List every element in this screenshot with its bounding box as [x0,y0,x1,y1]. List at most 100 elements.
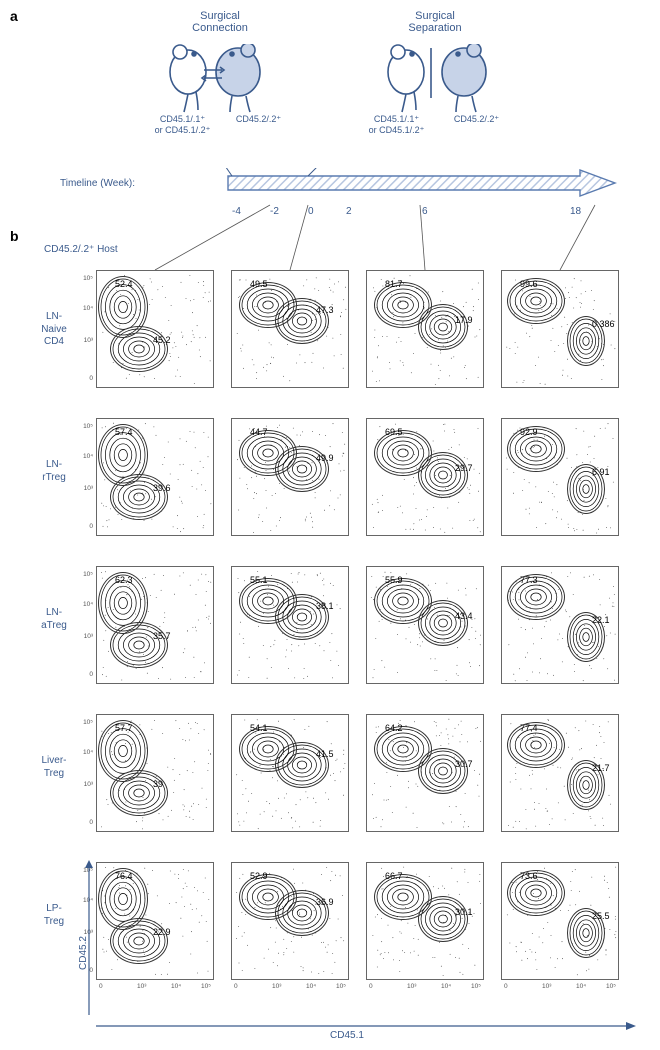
gate-lower [110,918,168,964]
facs-plot: 77.322.1 [501,566,619,684]
gate-lower [418,896,468,942]
gate-lower [110,326,168,372]
facs-plot: 76.422.9010³10⁴10⁵010³10⁴10⁵ [96,862,214,980]
gate-value-upper: 55.1 [250,575,268,585]
gate-value-lower: 30.7 [455,759,473,769]
gate-value-lower: 25.5 [592,911,610,921]
gate-lower [418,304,468,350]
gate-value-lower: 6.91 [592,467,610,477]
gate-value-lower: 43.4 [455,611,473,621]
timeline-tick: 2 [346,206,352,217]
timeline-tick: 6 [422,206,428,217]
facs-plot: 64.2 30.7 [366,714,484,832]
gate-lower [110,474,168,520]
gate-value-lower: 39 [153,779,163,789]
facs-plot: 52.445.2010³10⁴10⁵ [96,270,214,388]
x-tick: 0 [234,983,238,990]
y-tick: 10³ [84,485,93,492]
gate-value-lower: 29.7 [455,463,473,473]
gate-value-upper: 57.7 [115,723,133,733]
gate-value-lower: 21.7 [592,763,610,773]
row-label: LN- rTreg [24,459,84,484]
x-tick: 0 [504,983,508,990]
x-tick: 0 [99,983,103,990]
x-tick: 10⁴ [171,983,181,990]
gate-value-upper: 66.7 [385,871,403,881]
timeline-tick: 0 [308,206,314,217]
y-tick: 10⁵ [83,423,93,430]
facs-plot: 77.4 21.7 [501,714,619,832]
gate-value-upper: 54.1 [250,723,268,733]
y-tick: 0 [89,375,93,382]
x-axis-label: CD45.1 [330,1030,364,1041]
x-tick: 10⁵ [606,983,616,990]
x-tick: 10⁴ [306,983,316,990]
gate-value-upper: 64.2 [385,723,403,733]
facs-plot: 81.7 17.9 [366,270,484,388]
gate-value-lower: 36.9 [316,897,334,907]
gate-lower [418,748,468,794]
gate-value-upper: 57.4 [115,427,133,437]
y-tick: 0 [89,819,93,826]
y-tick: 10⁴ [83,601,93,608]
x-tick: 10⁴ [576,983,586,990]
gate-value-upper: 44.7 [250,427,268,437]
gate-value-upper: 77.4 [520,723,538,733]
gate-value-lower: 47.3 [316,305,334,315]
facs-plot: 66.730.1010³10⁴10⁵ [366,862,484,980]
x-tick: 10⁵ [336,983,346,990]
gate-value-upper: 49.5 [250,279,268,289]
gate-value-lower: 0.386 [592,319,615,329]
y-tick: 0 [89,523,93,530]
facs-plot: 57.439.6010³10⁴10⁵ [96,418,214,536]
y-tick: 10⁵ [83,571,93,578]
row-label: LN- Naive CD4 [24,311,84,349]
gate-value-upper: 92.9 [520,427,538,437]
gate-value-upper: 62.3 [115,575,133,585]
gate-lower [110,622,168,668]
row-label: LP- Treg [24,903,84,928]
gate-value-upper: 76.4 [115,871,133,881]
gate-value-upper: 73.6 [520,871,538,881]
facs-plot: 55.138.1 [231,566,349,684]
y-tick: 10⁴ [83,305,93,312]
x-axis-arrow [96,1020,636,1039]
row-label: Liver- Treg [24,755,84,780]
facs-plot: 73.625.5010³10⁴10⁵ [501,862,619,980]
gate-lower [418,452,468,498]
timeline-tick: -2 [270,206,279,217]
x-tick: 10⁵ [201,983,211,990]
facs-plot: 92.9 6.91 [501,418,619,536]
row-label: LN- aTreg [24,607,84,632]
gate-value-lower: 49.9 [316,453,334,463]
gate-value-lower: 22.9 [153,927,171,937]
y-tick: 0 [89,671,93,678]
x-tick: 10⁵ [471,983,481,990]
facs-plot: 57.739010³10⁴10⁵ [96,714,214,832]
facs-plot: 69.5 29.7 [366,418,484,536]
gate-value-lower: 30.1 [455,907,473,917]
gate-value-lower: 17.9 [455,315,473,325]
y-axis-arrow [82,860,96,1020]
facs-plot: 52.936.9010³10⁴10⁵ [231,862,349,980]
y-tick: 10⁵ [83,275,93,282]
gate-value-lower: 41.5 [316,749,334,759]
gate-value-upper: 99.6 [520,279,538,289]
gate-value-upper: 52.4 [115,279,133,289]
leader-lines-svg [0,0,660,300]
y-tick: 10⁴ [83,453,93,460]
y-tick: 10³ [84,337,93,344]
gate-value-upper: 52.9 [250,871,268,881]
facs-plot: 62.335.7010³10⁴10⁵ [96,566,214,684]
facs-plot: 99.6 0.386 [501,270,619,388]
gate-value-upper: 55.9 [385,575,403,585]
facs-plot: 49.5 47.3 [231,270,349,388]
gate-value-lower: 22.1 [592,615,610,625]
x-tick: 0 [369,983,373,990]
gate-value-lower: 35.7 [153,631,171,641]
x-tick: 10³ [272,983,281,990]
gate-value-lower: 39.6 [153,483,171,493]
y-tick: 10³ [84,633,93,640]
gate-value-upper: 69.5 [385,427,403,437]
gate-value-upper: 81.7 [385,279,403,289]
